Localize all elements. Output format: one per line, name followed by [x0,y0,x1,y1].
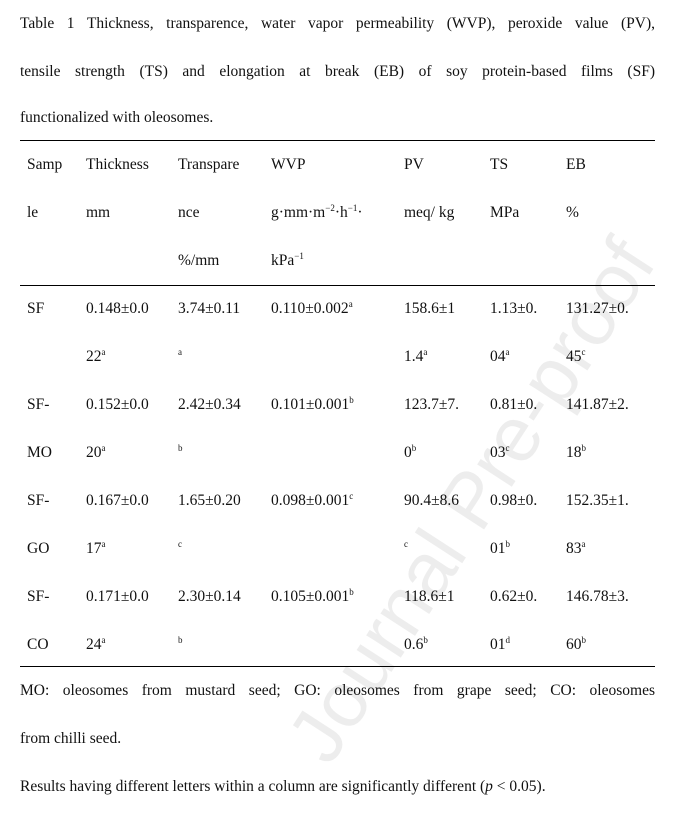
header-cell: kPa−1 [271,251,304,270]
table-cell: 1.4a [404,347,428,366]
table-cell: 20a [86,443,106,462]
header-cell: MPa [490,204,520,221]
header-cell: %/mm [178,252,220,269]
table-cell: 24a [86,635,106,654]
table-cell: 0.098±0.001c [271,491,354,510]
caption-line-1: Table 1 Thickness, transparence, water v… [20,15,655,32]
header-cell: g·mm·m−2·h−1· [271,203,363,222]
table-cell: 1.65±0.20 [178,492,241,509]
sample-label: SF- [27,492,50,509]
footnote-text-end: < 0.05). [492,778,546,795]
table-cell: 2.30±0.14 [178,588,241,605]
table-cell: 83a [566,539,586,558]
table-cell: 45c [566,347,586,366]
table-top-rule [20,140,655,141]
table-cell: 0.101±0.001b [271,395,354,414]
table-header-rule [20,285,655,286]
table-cell: 0.148±0.0 [86,300,149,317]
table-cell: 0.171±0.0 [86,588,149,605]
table-cell: 0.81±0. [490,396,538,413]
table-cell: 01d [490,635,510,654]
table-cell: c [404,539,408,549]
footnote-abbrev-line-1: MO: oleosomes from mustard seed; GO: ole… [20,682,655,699]
sample-label: CO [27,636,49,653]
header-cell: EB [566,156,586,173]
table-cell: 0.6b [404,635,428,654]
table-cell: b [178,443,183,453]
table-cell: 03c [490,443,510,462]
footnote-abbrev-line-2: from chilli seed. [20,730,122,747]
header-cell: mm [86,204,111,221]
table-cell: 0b [404,443,417,462]
table-bottom-rule [20,666,655,667]
table-cell: 146.78±3. [566,588,629,605]
table-cell: 152.35±1. [566,492,629,509]
table-cell: 131.27±0. [566,300,629,317]
footnote-text: Results having different letters within … [20,778,486,795]
header-cell: % [566,204,579,221]
header-cell: Thickness [86,156,149,173]
caption-line-2: tensile strength (TS) and elongation at … [20,63,655,80]
table-cell: 123.7±7. [404,396,460,413]
table-cell: 01b [490,539,510,558]
sample-label: SF- [27,396,50,413]
header-cell: nce [178,204,200,221]
table-cell: 17a [86,539,106,558]
header-cell: WVP [271,156,306,173]
header-cell: meq/ kg [404,204,455,221]
header-cell: PV [404,156,424,173]
table-cell: b [178,635,183,645]
sample-label: SF- [27,588,50,605]
table-cell: a [178,347,182,357]
table-cell: 3.74±0.11 [178,300,241,317]
sample-label: SF [27,300,45,317]
header-cell: Transpare [178,156,240,173]
table-cell: 118.6±1 [404,588,455,605]
header-cell: TS [490,156,509,173]
caption-line-3: functionalized with oleosomes. [20,109,214,126]
table-cell: 04a [490,347,510,366]
table-cell: 141.87±2. [566,396,629,413]
table-cell: c [178,539,182,549]
table-cell: 1.13±0. [490,300,538,317]
table-cell: 0.152±0.0 [86,396,149,413]
sample-label: GO [27,540,50,557]
table-cell: 0.98±0. [490,492,538,509]
table-cell: 2.42±0.34 [178,396,241,413]
sample-label: MO [27,444,52,461]
table-cell: 60b [566,635,586,654]
table-cell: 0.105±0.001b [271,587,354,606]
table-cell: 0.167±0.0 [86,492,149,509]
header-cell: Samp [27,156,63,173]
table-cell: 0.62±0. [490,588,538,605]
p-symbol: p [485,778,493,795]
footnote-significance: Results having different letters within … [20,777,655,797]
table-cell: 22a [86,347,106,366]
table-cell: 18b [566,443,586,462]
table-cell: 158.6±1 [404,300,456,317]
table-cell: 90.4±8.6 [404,492,460,509]
header-cell: le [27,204,39,221]
table-cell: 0.110±0.002a [271,299,353,318]
